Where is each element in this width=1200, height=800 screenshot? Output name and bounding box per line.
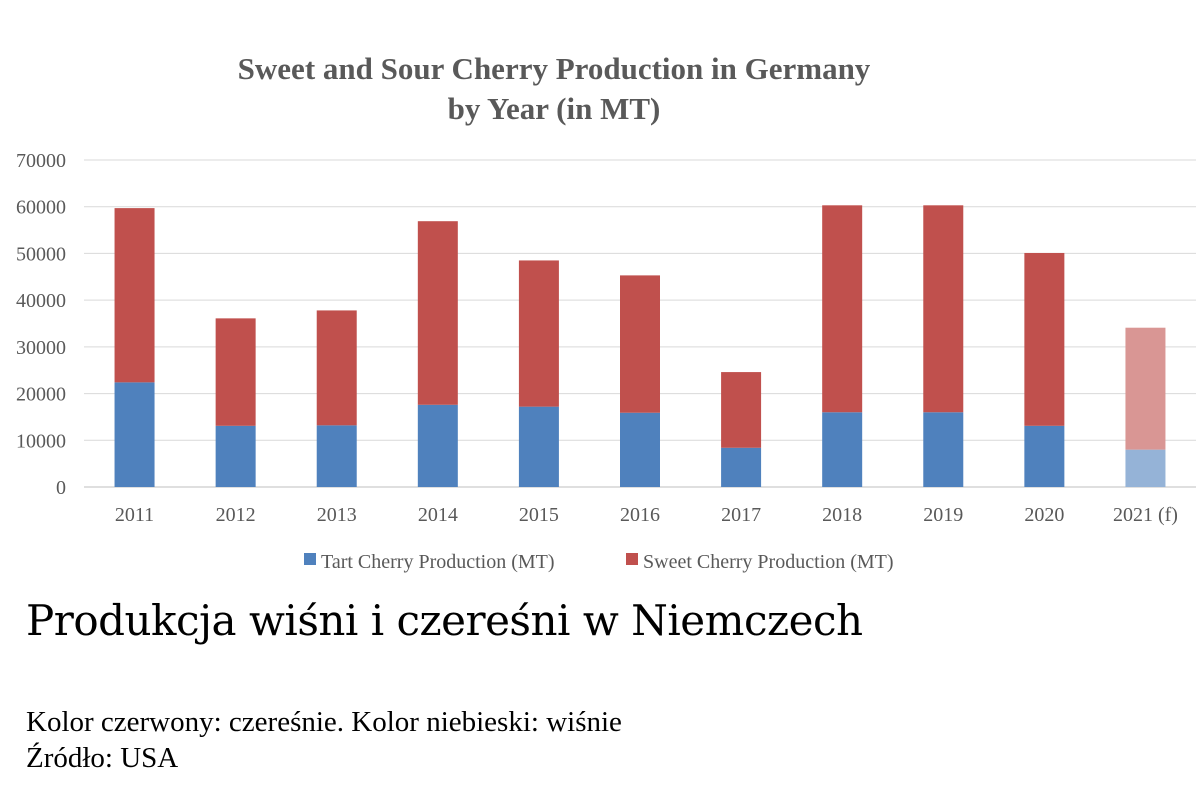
bar-tart-2012 xyxy=(215,425,256,487)
x-tick-label: 2013 xyxy=(317,504,357,526)
legend-swatch-tart xyxy=(304,553,316,565)
bar-sweet-2019 xyxy=(923,205,964,413)
bar-tart-2017 xyxy=(721,447,762,487)
legend-label-tart: Tart Cherry Production (MT) xyxy=(321,551,555,573)
x-tick-label: 2016 xyxy=(620,504,660,526)
y-axis-ticks: 0 10000 20000 30000 40000 50000 60000 70000 xyxy=(16,150,66,499)
bar-sweet-2014 xyxy=(417,221,458,405)
bar-tart-2018 xyxy=(822,412,863,487)
chart: Sweet and Sour Cherry Production in Germ… xyxy=(16,51,1196,573)
color-note: Kolor czerwony: czereśnie. Kolor niebies… xyxy=(26,706,622,738)
chart-title-line-1: Sweet and Sour Cherry Production in Germ… xyxy=(238,51,871,86)
y-tick-label: 60000 xyxy=(16,197,66,219)
bar-tart-2016 xyxy=(620,412,660,487)
bar-sweet-2017 xyxy=(721,372,762,448)
bar-sweet-2011 xyxy=(114,208,155,383)
x-tick-label: 2014 xyxy=(418,504,458,526)
bar-sweet-2016 xyxy=(620,275,660,413)
x-tick-label: 2019 xyxy=(923,504,963,526)
y-tick-label: 40000 xyxy=(16,290,66,312)
x-axis-ticks: 2011 2012 2013 2014 2015 2016 2017 2018 2019 2020… xyxy=(115,504,1178,526)
y-tick-label: 50000 xyxy=(16,243,66,265)
bars xyxy=(114,205,1166,487)
bar-sweet-2012 xyxy=(215,318,256,426)
legend-swatch-sweet xyxy=(626,553,638,565)
x-tick-label: 2018 xyxy=(822,504,862,526)
legend-label-sweet: Sweet Cherry Production (MT) xyxy=(643,551,894,573)
bar-tart-2019 xyxy=(923,412,964,487)
x-tick-label: 2012 xyxy=(216,504,256,526)
bar-sweet-2013 xyxy=(316,310,357,426)
y-tick-label: 0 xyxy=(56,477,66,499)
x-tick-label: 2015 xyxy=(519,504,559,526)
source-note: Źródło: USA xyxy=(26,742,179,774)
bar-tart-2013 xyxy=(316,425,357,487)
chart-title-line-2: by Year (in MT) xyxy=(448,91,661,126)
x-tick-label: 2017 xyxy=(721,504,761,526)
bar-sweet-2021f xyxy=(1125,327,1166,450)
legend: Tart Cherry Production (MT) Sweet Cherry… xyxy=(304,551,894,573)
bar-sweet-2015 xyxy=(518,260,559,407)
bar-tart-2020 xyxy=(1024,425,1065,487)
bar-tart-2015 xyxy=(518,406,559,487)
y-tick-label: 10000 xyxy=(16,430,66,452)
bar-sweet-2018 xyxy=(822,205,863,413)
bar-tart-2011 xyxy=(114,382,155,487)
bar-tart-2021f xyxy=(1125,449,1166,487)
x-tick-label: 2021 (f) xyxy=(1113,504,1178,526)
y-tick-label: 30000 xyxy=(16,337,66,359)
y-tick-label: 70000 xyxy=(16,150,66,172)
y-tick-label: 20000 xyxy=(16,384,66,406)
bar-sweet-2020 xyxy=(1024,252,1065,426)
caption-heading: Produkcja wiśni i czereśni w Niemczech xyxy=(26,596,863,645)
x-tick-label: 2011 xyxy=(115,504,154,526)
bar-tart-2014 xyxy=(417,404,458,487)
x-tick-label: 2020 xyxy=(1024,504,1064,526)
